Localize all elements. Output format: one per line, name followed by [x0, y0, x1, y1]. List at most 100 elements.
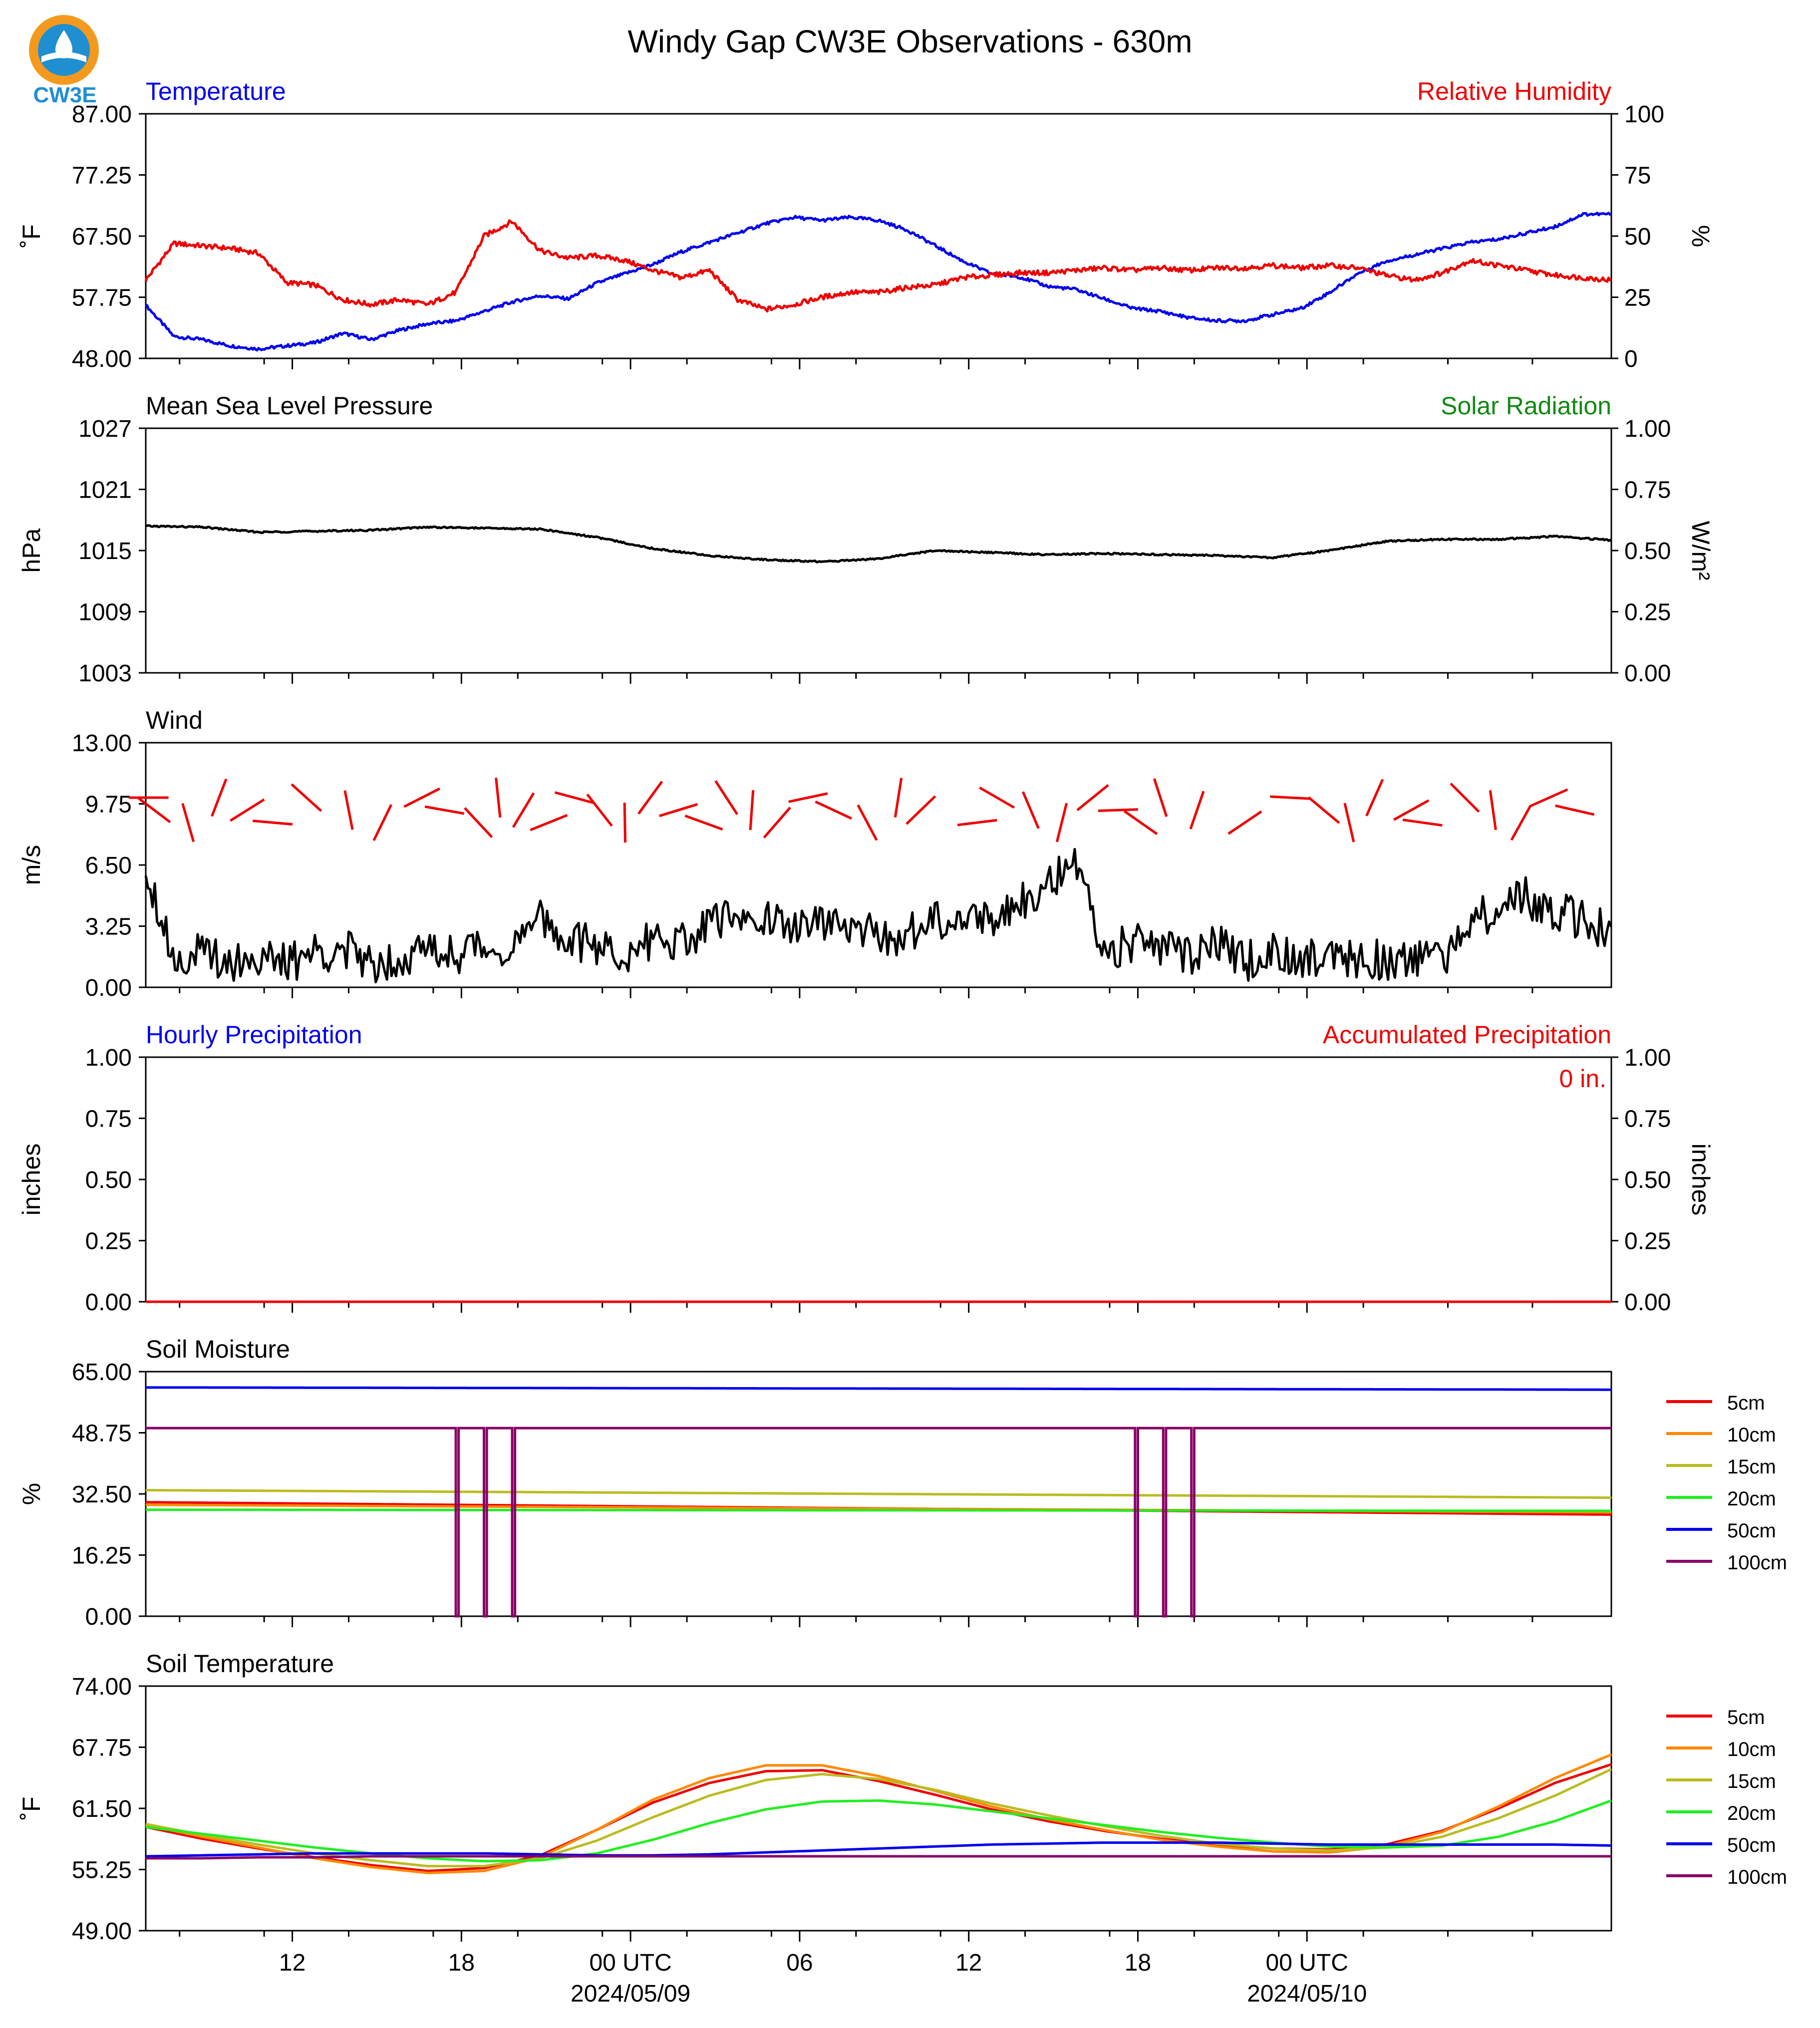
y-tick-label-right: 75	[1624, 163, 1651, 189]
y-axis-label: ˚F	[17, 224, 45, 248]
y-tick-label: 61.50	[72, 1796, 132, 1822]
y-tick-label: 49.00	[72, 1918, 132, 1945]
panel-title-right: Solar Radiation	[1441, 392, 1611, 420]
x-tick-label: 12	[279, 1950, 305, 1976]
wind-arrow	[1189, 791, 1205, 830]
y-tick-label: 1003	[78, 660, 132, 687]
wind-arrow	[1307, 796, 1340, 824]
cw3e-logo-graphic: CW3E	[29, 15, 99, 107]
x-tick-label: 00 UTC	[589, 1950, 671, 1976]
legend-label: 50cm	[1727, 1834, 1776, 1856]
wind-arrow	[512, 792, 535, 828]
figure-title: Windy Gap CW3E Observations - 630m	[627, 23, 1192, 59]
y-tick-label-right: 1.00	[1624, 416, 1671, 442]
y-tick-label: 55.25	[72, 1857, 132, 1884]
x-tick-label: 18	[1125, 1950, 1151, 1976]
y-axis-label: hPa	[17, 528, 45, 573]
series-temperature	[145, 212, 1612, 352]
legend-label: 15cm	[1727, 1456, 1776, 1478]
y-tick-label-right: 0.50	[1624, 1167, 1671, 1193]
wind-arrow	[530, 814, 568, 832]
y-tick-label: 1027	[78, 416, 132, 442]
x-date-label: 2024/05/10	[1247, 1981, 1367, 2007]
y-tick-label-right: 50	[1624, 224, 1651, 250]
panel-wind: Wind 0.00 3.25 6.50 9.75 13.00 m/s	[17, 706, 1613, 1001]
wind-arrow	[749, 790, 755, 831]
panel-frame	[145, 1685, 1612, 1932]
wind-arrow	[1530, 788, 1568, 807]
y-axis-label-right: W/m²	[1687, 521, 1715, 580]
precip-total-label: 0 in.	[1559, 1065, 1606, 1093]
wind-arrow	[291, 783, 322, 812]
y-tick-label-right: 1.00	[1624, 1045, 1671, 1071]
x-axis-labels: 12 18 00 UTC 06 12 18 00 UTC 2024/05/09 2024/05/…	[279, 1950, 1367, 2007]
y-tick-label-right: 0.50	[1624, 538, 1671, 565]
y-tick-label-right: 0	[1624, 346, 1638, 372]
y-axis-label-right: %	[1687, 225, 1715, 247]
legend-label: 100cm	[1727, 1866, 1787, 1888]
y-tick-label: 67.50	[72, 224, 132, 250]
legend-label: 50cm	[1727, 1520, 1776, 1542]
panel-title-left: Wind	[146, 706, 203, 734]
series-20cm	[146, 1508, 1611, 1512]
y-tick-label: 3.25	[85, 914, 132, 940]
y-tick-label-right: 0.25	[1624, 599, 1671, 626]
x-date-label: 2024/05/09	[571, 1981, 690, 2007]
wind-arrow	[554, 791, 594, 804]
wind-arrow	[623, 802, 627, 843]
wind-arrow	[815, 800, 852, 820]
panel-soil-moisture: Soil Moisture 0.00 16.25 32.50 48.75 65.00% 5c…	[17, 1335, 1787, 1630]
logo-drop-icon	[55, 30, 72, 58]
wind-arrow	[464, 807, 493, 838]
wind-arrow	[906, 795, 936, 825]
logo-text: CW3E	[33, 83, 96, 107]
wind-arrow	[659, 803, 698, 818]
wind-arrow	[137, 797, 171, 824]
y-tick-label: 0.75	[85, 1106, 132, 1133]
y-tick-label: 67.75	[72, 1735, 132, 1761]
panel-precipitation: Hourly Precipitation Accumulated Precipit…	[17, 1021, 1715, 1316]
wind-arrow	[1365, 779, 1384, 817]
panel-frame	[145, 427, 1612, 674]
wind-arrow	[637, 781, 663, 815]
panel-title-left: Hourly Precipitation	[146, 1021, 362, 1049]
y-tick-label: 32.50	[72, 1481, 132, 1508]
wind-arrow	[586, 793, 613, 827]
panel-temperature-humidity: Temperature Relative Humidity 48.00 57.75 67…	[17, 77, 1715, 372]
y-tick-label: 48.75	[72, 1421, 132, 1447]
y-tick-label-right: 100	[1624, 101, 1664, 128]
y-tick-label: 6.50	[85, 853, 132, 879]
series-wind-speed	[144, 848, 1613, 984]
y-axis-label: ˚F	[17, 1796, 45, 1820]
wind-arrow	[1021, 791, 1040, 829]
wind-arrow	[1510, 804, 1532, 841]
wind-arrow	[1076, 784, 1109, 812]
wind-arrow	[181, 803, 195, 843]
y-tick-label: 77.25	[72, 163, 132, 189]
wind-arrow	[343, 790, 354, 830]
y-tick-label: 1009	[78, 599, 132, 626]
wind-arrow	[957, 819, 997, 827]
wind-arrow	[1098, 808, 1138, 812]
wind-arrow	[1227, 810, 1262, 835]
series-100cm	[146, 1427, 1611, 1618]
panel-title-left: Soil Temperature	[146, 1650, 334, 1678]
series-50cm	[146, 1386, 1611, 1391]
wind-arrow	[1555, 804, 1595, 816]
legend-label: 20cm	[1727, 1488, 1776, 1510]
wind-arrow	[424, 805, 465, 815]
y-tick-label: 87.00	[72, 101, 132, 128]
y-tick-label: 1015	[78, 538, 132, 565]
y-tick-label-right: 0.75	[1624, 1106, 1671, 1133]
legend-label: 15cm	[1727, 1770, 1776, 1792]
y-tick-label: 74.00	[72, 1674, 132, 1700]
y-tick-label: 0.00	[85, 1289, 132, 1316]
y-tick-label: 0.00	[85, 975, 132, 1001]
wind-arrow	[253, 820, 293, 826]
legend-label: 20cm	[1727, 1802, 1776, 1824]
wind-arrow	[403, 787, 441, 808]
wind-arrow	[788, 792, 828, 803]
series-100cm	[146, 1855, 1611, 1860]
wind-arrow	[857, 804, 878, 841]
